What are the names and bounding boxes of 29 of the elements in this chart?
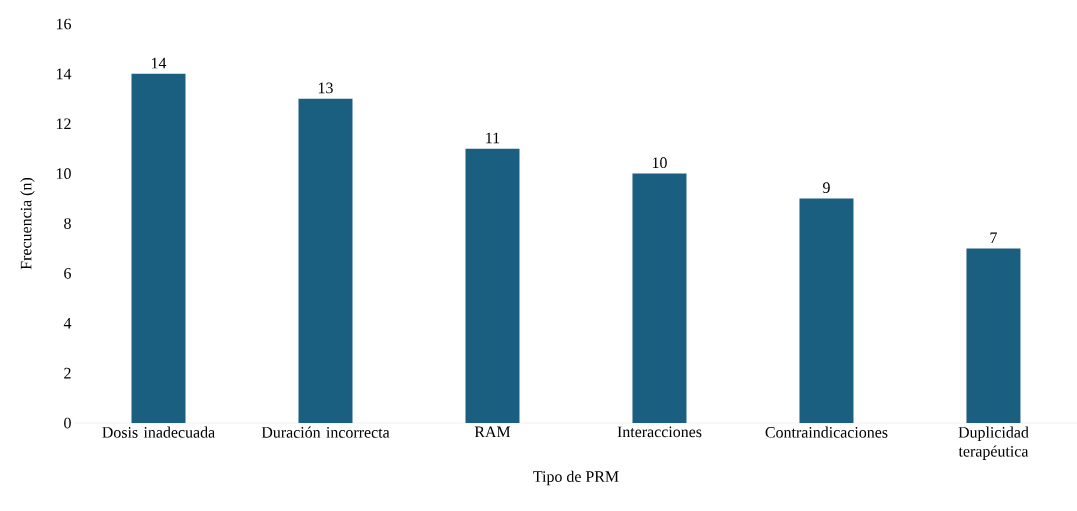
bar [131, 73, 186, 423]
y-tick-label: 8 [64, 218, 71, 229]
y-tick-label: 6 [64, 268, 72, 279]
y-tick-label: 16 [56, 18, 72, 30]
data-label: 14 [151, 57, 167, 69]
x-tick-label: Duración incorrecta [261, 426, 390, 438]
y-tick-label: 2 [64, 367, 71, 379]
x-tick-label: Dosis inadecuada [102, 426, 215, 438]
bar [966, 248, 1021, 423]
y-tick-label: 0 [64, 417, 71, 429]
bar [632, 173, 687, 423]
bar [298, 98, 353, 423]
data-label: 11 [486, 132, 500, 144]
data-label: 7 [990, 232, 997, 243]
x-tick-label: Contraindicaciones [765, 426, 888, 438]
data-label: 9 [823, 182, 830, 194]
y-tick-label: 12 [56, 118, 71, 130]
x-axis-title: Tipo de PRM [533, 470, 619, 486]
data-label: 10 [652, 157, 667, 169]
bar [799, 198, 854, 423]
data-label: 13 [318, 82, 333, 94]
bar [465, 148, 520, 423]
x-tick-label: RAM [474, 426, 511, 438]
y-tick-label: 4 [63, 318, 72, 329]
x-tick-label: Duplicidad terapéutica [958, 426, 1029, 460]
y-axis-title: Frecuencia (n) [20, 177, 35, 270]
y-tick-label: 14 [56, 68, 72, 80]
x-tick-label: Interacciones [617, 426, 702, 438]
y-tick-label: 10 [56, 168, 71, 179]
